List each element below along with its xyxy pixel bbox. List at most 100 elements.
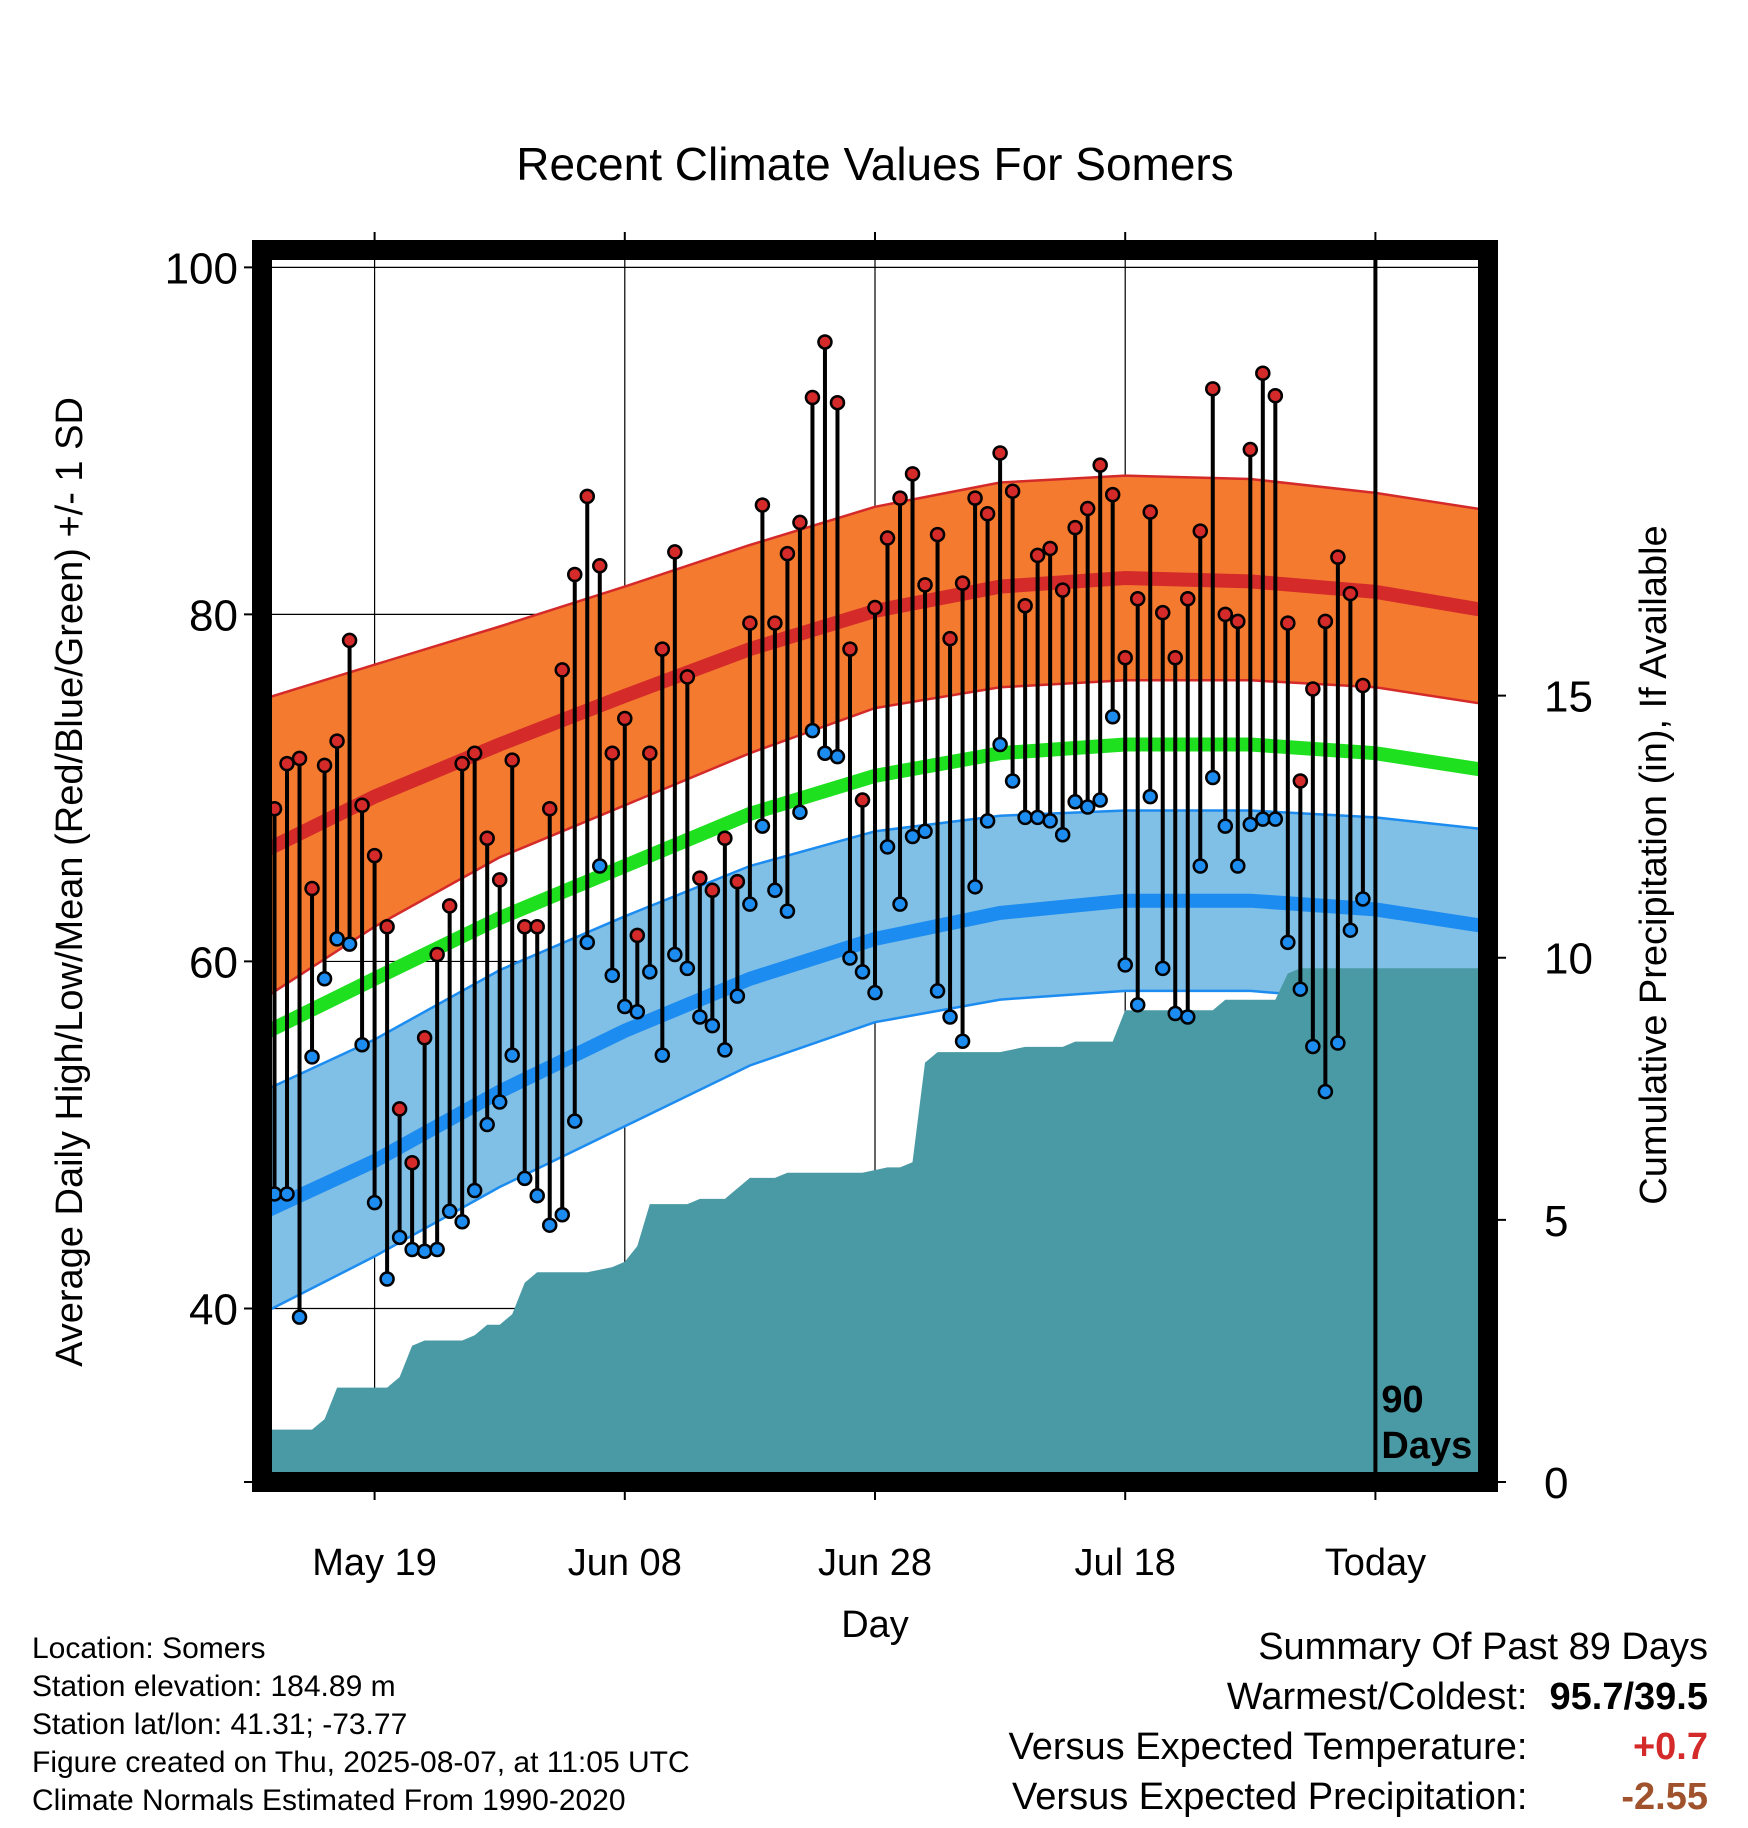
- obs-low-dot: [304, 1049, 320, 1065]
- obs-low-dot: [954, 1033, 971, 1050]
- y2-axis-label: Cumulative Precipitation (in), If Availa…: [1633, 525, 1675, 1204]
- obs-low-dot: [491, 1094, 508, 1110]
- y-tick-label: 60: [189, 938, 238, 987]
- obs-low-dot: [642, 964, 658, 980]
- obs-low-dot: [1180, 1009, 1196, 1025]
- obs-low-dot: [1042, 813, 1058, 829]
- obs-high-dot: [316, 757, 333, 774]
- obs-high-dot: [1267, 388, 1284, 404]
- obs-high-dot: [892, 490, 908, 506]
- obs-high-dot: [1205, 381, 1221, 397]
- y-tick-label: 40: [189, 1285, 238, 1334]
- obs-high-dot: [554, 662, 570, 678]
- obs-high-dot: [642, 745, 658, 761]
- obs-high-dot: [1079, 500, 1096, 517]
- warm-cold-label: Warmest/Coldest:: [1226, 1676, 1528, 1718]
- obs-low-dot: [1079, 799, 1096, 815]
- obs-low-dot: [829, 748, 846, 765]
- y-tick-label: 100: [165, 244, 238, 293]
- obs-high-dot: [617, 710, 633, 727]
- obs-high-dot: [416, 1030, 433, 1046]
- obs-low-dot: [1317, 1083, 1334, 1100]
- obs-high-dot: [592, 558, 608, 574]
- obs-low-dot: [391, 1229, 408, 1246]
- obs-low-dot: [629, 1004, 646, 1020]
- obs-low-dot: [1280, 934, 1296, 951]
- obs-low-dot: [667, 946, 683, 963]
- obs-high-dot: [967, 490, 983, 506]
- obs-high-dot: [1242, 441, 1259, 458]
- obs-low-dot: [291, 1309, 308, 1325]
- obs-high-dot: [366, 847, 383, 864]
- obs-low-dot: [1217, 818, 1234, 834]
- obs-high-dot: [354, 797, 370, 814]
- obs-low-dot: [504, 1047, 520, 1063]
- obs-high-dot: [842, 641, 858, 657]
- obs-high-dot: [329, 733, 345, 749]
- obs-low-dot: [592, 858, 608, 874]
- plot-layers: [262, 250, 1488, 1482]
- obs-low-dot: [1054, 827, 1071, 843]
- obs-low-dot: [942, 1009, 958, 1025]
- obs-low-dot: [316, 971, 333, 987]
- obs-low-dot: [1267, 811, 1284, 827]
- obs-low-dot: [904, 828, 921, 845]
- obs-high-dot: [1054, 582, 1071, 598]
- obs-low-dot: [1067, 794, 1083, 810]
- obs-high-dot: [604, 745, 621, 761]
- x-tick-label: Today: [1325, 1542, 1426, 1584]
- obs-high-dot: [1142, 504, 1158, 520]
- obs-high-dot: [779, 545, 796, 562]
- obs-high-dot: [1230, 613, 1246, 630]
- temp-anomaly-label: Versus Expected Temperature:: [1008, 1726, 1528, 1768]
- x-tick-label: Jul 18: [1075, 1542, 1176, 1584]
- obs-low-dot: [404, 1241, 420, 1258]
- obs-high-dot: [1017, 597, 1033, 614]
- obs-high-dot: [629, 927, 646, 944]
- obs-low-dot: [479, 1116, 495, 1133]
- y-tick-label: 80: [189, 591, 238, 640]
- obs-high-dot: [854, 792, 871, 808]
- obs-low-dot: [792, 804, 808, 820]
- obs-high-dot: [1092, 457, 1108, 473]
- obs-low-dot: [1330, 1035, 1346, 1051]
- obs-high-dot: [304, 880, 320, 897]
- obs-low-dot: [1205, 769, 1221, 786]
- obs-low-dot: [416, 1243, 433, 1259]
- obs-high-dot: [979, 506, 996, 522]
- obs-low-dot: [1342, 922, 1359, 938]
- obs-high-dot: [579, 488, 596, 505]
- obs-low-dot: [604, 967, 621, 984]
- info-normals: Climate Normals Estimated From 1990-2020: [32, 1784, 626, 1817]
- obs-high-dot: [667, 544, 683, 560]
- obs-low-dot: [341, 936, 358, 952]
- obs-low-dot: [1117, 957, 1133, 973]
- obs-low-dot: [1142, 788, 1158, 805]
- obs-high-dot: [529, 918, 545, 935]
- obs-low-dot: [879, 839, 896, 855]
- obs-low-dot: [729, 988, 746, 1004]
- obs-low-dot: [466, 1182, 483, 1199]
- obs-low-dot: [1017, 809, 1033, 826]
- obs-high-dot: [754, 497, 771, 513]
- obs-low-dot: [1004, 773, 1021, 789]
- obs-high-dot: [1192, 523, 1209, 539]
- obs-high-dot: [942, 630, 958, 647]
- obs-high-dot: [717, 830, 733, 846]
- obs-low-dot: [454, 1213, 470, 1230]
- obs-low-dot: [329, 931, 345, 947]
- obs-high-dot: [729, 873, 746, 890]
- temp-anomaly-value: +0.7: [1632, 1726, 1708, 1768]
- x-tick-label: May 19: [312, 1542, 437, 1584]
- obs-high-dot: [767, 615, 783, 631]
- days-window-label: Days: [1381, 1425, 1472, 1467]
- y2-tick-label: 0: [1544, 1459, 1568, 1508]
- obs-high-dot: [879, 530, 896, 546]
- summary-title: Summary Of Past 89 Days: [1258, 1626, 1708, 1668]
- obs-high-dot: [692, 870, 708, 886]
- obs-high-dot: [341, 632, 358, 649]
- obs-high-dot: [679, 669, 696, 685]
- obs-high-dot: [954, 575, 971, 591]
- obs-high-dot: [441, 898, 458, 914]
- obs-low-dot: [654, 1047, 671, 1063]
